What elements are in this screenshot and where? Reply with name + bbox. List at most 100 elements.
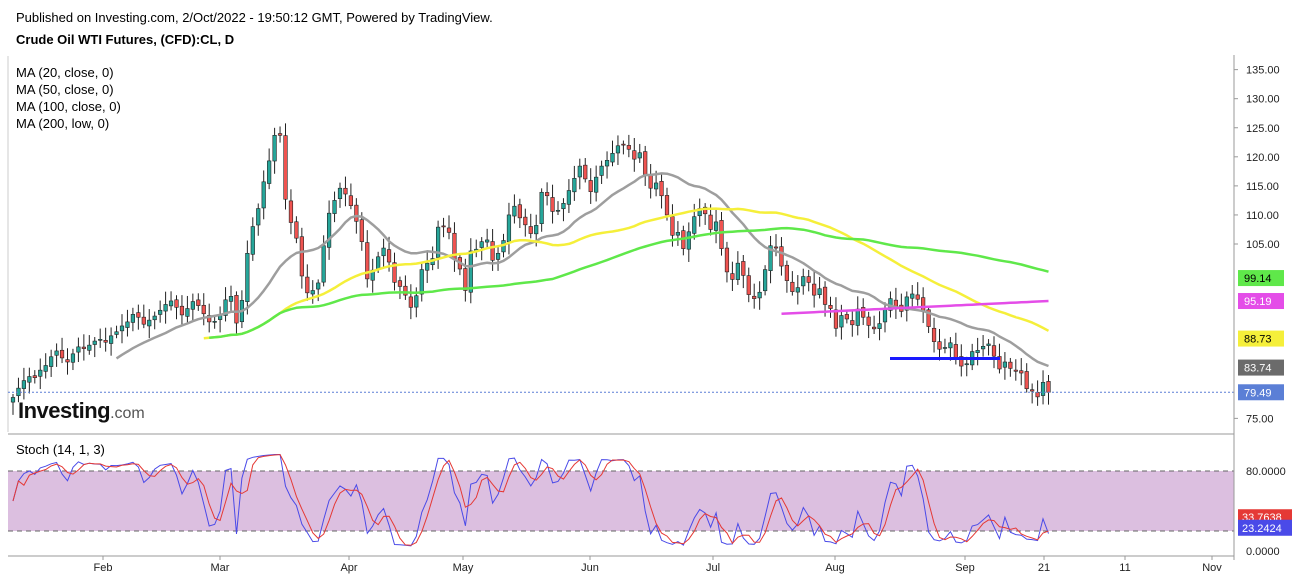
candle-body (212, 321, 217, 323)
candle-body (403, 285, 408, 296)
candle (141, 304, 146, 329)
candle (910, 285, 915, 310)
price-axis-badge-label: 79.49 (1244, 387, 1272, 399)
candle-body (724, 247, 730, 273)
candle (38, 358, 43, 390)
candle (179, 295, 185, 325)
candle-body (21, 380, 27, 389)
candle-body (326, 212, 332, 248)
candle-body (741, 261, 746, 276)
candle-body (228, 296, 234, 302)
candle-body (904, 296, 909, 311)
candle (10, 393, 16, 415)
candle (703, 203, 708, 225)
ma200-line (781, 299, 1049, 316)
candle (719, 212, 724, 256)
candle (190, 293, 195, 322)
ma-legend-item[interactable]: MA (50, close, 0) (16, 82, 114, 97)
candle (185, 295, 190, 324)
candle (735, 251, 740, 285)
candle-body (147, 319, 152, 327)
ma100-line (209, 226, 1049, 340)
candle-body (245, 253, 250, 302)
time-tick-label: May (453, 562, 474, 574)
candle (741, 254, 746, 289)
candle (844, 310, 849, 324)
candle (664, 187, 670, 221)
candle-body (926, 309, 931, 327)
candle-body (523, 216, 528, 226)
candle (850, 310, 855, 337)
candle-body (506, 214, 512, 243)
candle-body (54, 350, 59, 356)
candle (572, 165, 577, 201)
candle (506, 202, 512, 255)
candle (975, 337, 980, 366)
candle-body (277, 133, 283, 136)
candle (583, 158, 588, 183)
candle-body (801, 276, 806, 287)
candle (256, 203, 261, 236)
candle (1035, 380, 1040, 406)
candle-body (1008, 361, 1013, 369)
candle-body (893, 299, 898, 307)
time-tick-label: Nov (1202, 562, 1222, 574)
candle-body (310, 290, 315, 295)
candle-body (392, 262, 397, 283)
candle (861, 298, 866, 326)
candle (577, 158, 582, 190)
candle (1040, 370, 1046, 405)
candle (959, 344, 964, 377)
candle-body (479, 241, 484, 248)
candle-body (272, 135, 277, 162)
candle-body (81, 346, 86, 349)
candle (408, 284, 413, 320)
candle-body (223, 299, 228, 316)
candle-body (1035, 392, 1040, 398)
candle-body (746, 275, 751, 295)
candle (948, 337, 953, 361)
candle-body (321, 245, 326, 283)
candle-body (937, 341, 942, 350)
candle (588, 168, 593, 204)
logo-suffix: .com (110, 405, 145, 422)
candle (882, 302, 888, 333)
candle-body (643, 151, 648, 175)
candle-body (517, 204, 522, 219)
candle-body (882, 309, 888, 323)
candle (125, 309, 130, 337)
candle-body (65, 359, 70, 363)
candle (779, 237, 784, 276)
candle-body (419, 269, 424, 295)
candle-body (376, 256, 381, 270)
candle (964, 356, 969, 377)
candle-body (337, 187, 343, 199)
candle (681, 225, 686, 256)
candle (430, 246, 435, 271)
candle (942, 338, 948, 354)
candle-body (141, 316, 146, 325)
candle (332, 191, 337, 223)
time-tick-label: 11 (1119, 562, 1130, 574)
price-axis-badge (1238, 270, 1284, 287)
candle-body (305, 276, 310, 294)
candle (316, 279, 321, 302)
candle-body (59, 349, 65, 359)
candle (403, 275, 408, 300)
candle (1013, 359, 1018, 381)
ma-legend-item[interactable]: MA (20, close, 0) (16, 65, 114, 80)
candle-body (561, 203, 566, 210)
candle (626, 134, 631, 158)
candle-body (103, 340, 108, 343)
candle-body (866, 316, 871, 326)
candle-body (964, 363, 969, 366)
candle (261, 170, 266, 220)
candle (441, 217, 446, 238)
candle-body (49, 356, 54, 367)
ma-legend-item[interactable]: MA (200, low, 0) (16, 116, 110, 131)
candle-body (670, 216, 675, 236)
ma-legend-item[interactable]: MA (100, close, 0) (16, 99, 121, 114)
candle (158, 300, 163, 323)
candle-body (261, 181, 266, 209)
